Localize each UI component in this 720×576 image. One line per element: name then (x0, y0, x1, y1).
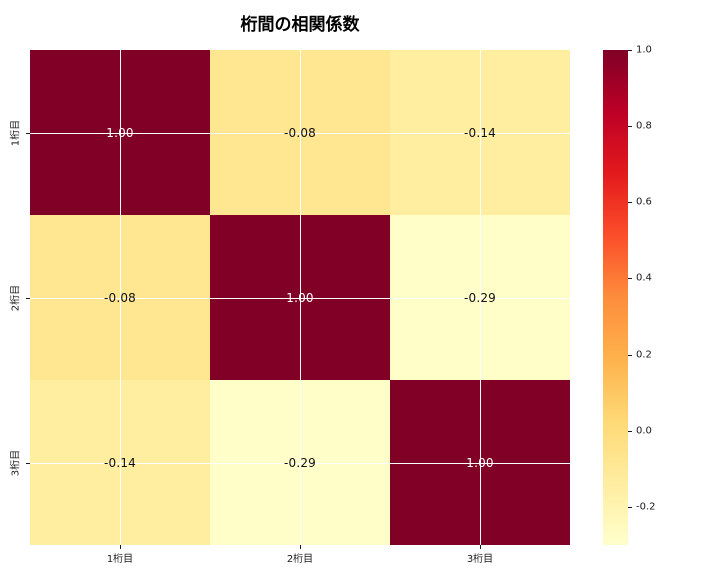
cell-value: -0.08 (103, 290, 137, 305)
y-tick (26, 132, 30, 134)
y-tick-label: 3桁目 (10, 449, 22, 476)
colorbar-tick (628, 202, 632, 204)
cell-value: 1.00 (106, 125, 134, 140)
colorbar (603, 50, 628, 545)
colorbar-tick-label: 0.6 (636, 196, 652, 208)
colorbar-tick-label: 0.2 (636, 349, 652, 361)
cell-value: 1.00 (286, 290, 314, 305)
y-tick-label: 2桁目 (10, 284, 22, 311)
colorbar-tick (628, 50, 632, 51)
y-tick (26, 297, 30, 299)
chart-title: 桁間の相関係数 (240, 15, 360, 35)
x-tick (300, 545, 301, 549)
colorbar-tick (628, 126, 632, 128)
y-tick (26, 462, 30, 464)
cell-value: -0.14 (463, 125, 497, 140)
colorbar-tick (628, 354, 632, 356)
x-tick (480, 545, 481, 549)
colorbar-tick-label: 0.8 (636, 120, 652, 132)
gridline-horizontal (30, 297, 570, 299)
x-tick-label: 2桁目 (286, 554, 314, 565)
colorbar-tick (628, 278, 632, 280)
cell-value: -0.08 (283, 125, 317, 140)
cell-value: 1.00 (466, 455, 494, 470)
x-tick-label: 3桁目 (466, 554, 494, 565)
colorbar-tick-label: -0.2 (636, 501, 656, 513)
colorbar-tick-label: 0.4 (636, 272, 652, 284)
x-tick (120, 545, 121, 549)
colorbar-tick-label: 1.0 (636, 44, 652, 56)
colorbar-tick (628, 506, 632, 508)
colorbar-tick-label: 0.0 (636, 425, 652, 437)
heatmap-canvas: 1.00 -0.08 -0.14 -0.08 1.00 -0.29 -0.14 -0.29 1.… (30, 50, 570, 545)
y-tick-label: 1桁目 (10, 119, 22, 146)
cell-value: -0.29 (463, 290, 497, 305)
x-tick-label: 1桁目 (106, 554, 134, 565)
gridline-horizontal (30, 462, 570, 464)
gridline-vertical (480, 50, 481, 545)
cell-value: -0.14 (103, 455, 137, 470)
colorbar-tick (628, 430, 632, 432)
cell-value: -0.29 (283, 455, 317, 470)
